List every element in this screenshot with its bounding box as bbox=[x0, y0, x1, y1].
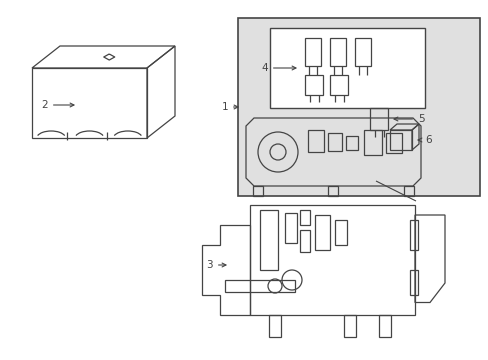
Bar bbox=[343, 315, 355, 337]
Bar bbox=[269, 28, 424, 108]
Bar bbox=[354, 38, 370, 66]
Bar bbox=[299, 230, 309, 252]
Bar bbox=[224, 280, 294, 292]
Bar bbox=[314, 215, 329, 250]
Bar bbox=[346, 136, 357, 150]
Text: 4: 4 bbox=[261, 63, 295, 73]
Text: 1: 1 bbox=[221, 102, 238, 112]
Bar bbox=[249, 205, 414, 315]
Bar bbox=[369, 108, 387, 130]
Bar bbox=[252, 186, 263, 196]
Bar bbox=[327, 133, 341, 151]
Bar bbox=[305, 75, 323, 95]
Bar bbox=[329, 38, 346, 66]
Bar bbox=[268, 315, 281, 337]
Bar bbox=[238, 18, 479, 196]
Bar bbox=[403, 186, 413, 196]
Text: 5: 5 bbox=[393, 114, 424, 124]
Bar bbox=[285, 213, 296, 243]
Bar bbox=[409, 220, 417, 250]
Bar bbox=[305, 38, 320, 66]
Text: 2: 2 bbox=[41, 100, 74, 110]
Bar bbox=[329, 75, 347, 95]
Bar bbox=[385, 133, 401, 153]
Bar bbox=[409, 270, 417, 295]
Bar bbox=[327, 186, 337, 196]
Bar bbox=[307, 130, 324, 152]
Text: 3: 3 bbox=[206, 260, 225, 270]
Text: 6: 6 bbox=[417, 135, 431, 145]
Bar bbox=[299, 210, 309, 225]
Bar bbox=[363, 130, 381, 155]
Bar bbox=[334, 220, 346, 245]
Bar bbox=[378, 315, 390, 337]
Bar bbox=[389, 130, 411, 150]
Bar bbox=[260, 210, 278, 270]
